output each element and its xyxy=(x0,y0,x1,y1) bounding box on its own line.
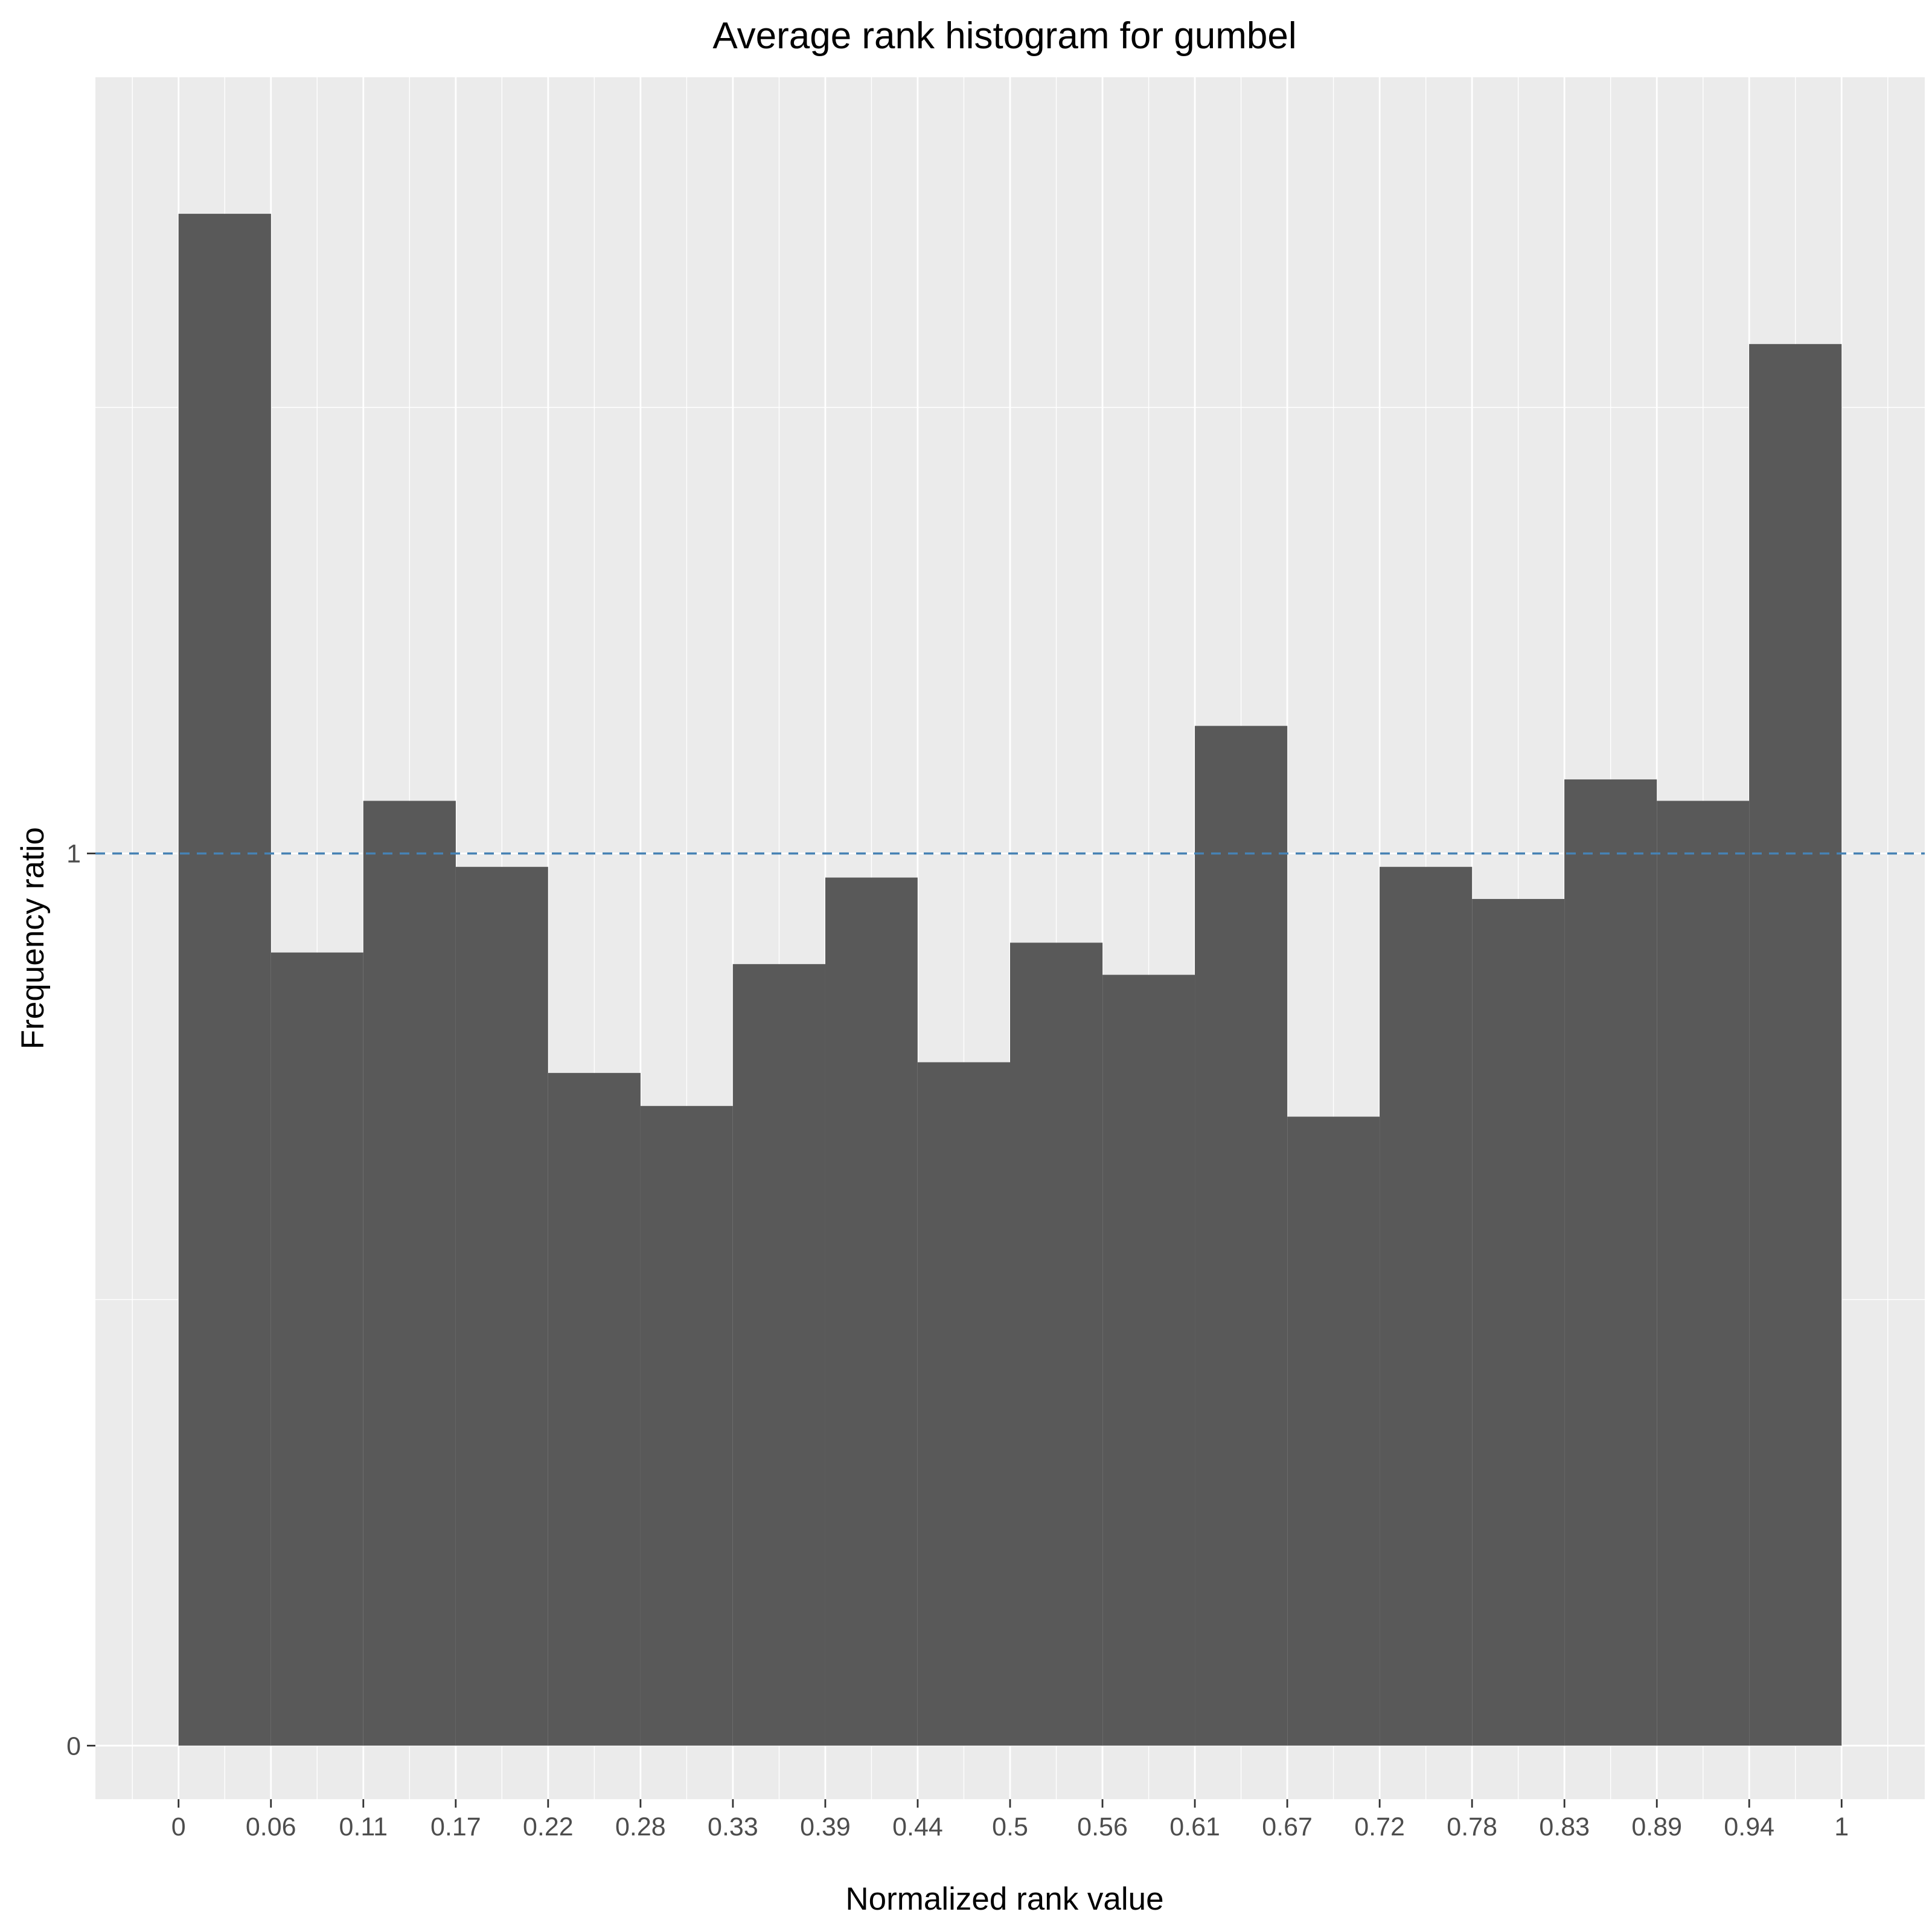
histogram-bar-5 xyxy=(548,1073,641,1746)
x-tick-label: 0.94 xyxy=(1724,1812,1774,1841)
histogram-bar-4 xyxy=(455,866,548,1746)
x-axis-ticks: 0 0.06 0.11 0.17 0.22 0.28 0.33 0.39 0.44 0.5 0.56… xyxy=(171,1799,1849,1841)
histogram-bar-8 xyxy=(825,877,918,1746)
x-tick-label: 0 xyxy=(171,1812,186,1841)
x-tick-label: 0.06 xyxy=(246,1812,296,1841)
x-tick-label: 1 xyxy=(1834,1812,1849,1841)
x-tick-label: 0.44 xyxy=(892,1812,943,1841)
histogram-bar-18 xyxy=(1749,344,1842,1746)
histogram-bar-12 xyxy=(1195,726,1288,1746)
x-tick-label: 0.72 xyxy=(1354,1812,1405,1841)
histogram-bar-14 xyxy=(1380,866,1473,1746)
x-tick-label: 0.83 xyxy=(1539,1812,1590,1841)
histogram-bar-16 xyxy=(1564,779,1657,1746)
chart-title: Average rank histogram for gumbel xyxy=(712,15,1296,57)
histogram-bar-3 xyxy=(363,801,456,1746)
x-tick-label: 0.78 xyxy=(1447,1812,1497,1841)
histogram-bar-13 xyxy=(1287,1116,1380,1746)
x-tick-label: 0.56 xyxy=(1077,1812,1128,1841)
y-tick-label: 1 xyxy=(66,840,81,869)
x-tick-label: 0.39 xyxy=(800,1812,851,1841)
x-tick-label: 0.28 xyxy=(615,1812,666,1841)
x-tick-label: 0.11 xyxy=(339,1812,388,1841)
histogram-bar-17 xyxy=(1657,801,1750,1746)
x-axis-title: Normalized rank value xyxy=(845,1881,1163,1917)
x-tick-label: 0.33 xyxy=(708,1812,758,1841)
y-axis-title: Frequency ratio xyxy=(15,827,51,1049)
histogram-bar-10 xyxy=(1010,942,1103,1746)
histogram-bar-11 xyxy=(1102,974,1195,1746)
histogram-bar-1 xyxy=(178,214,271,1746)
histogram-bars xyxy=(178,214,1842,1746)
histogram-bar-6 xyxy=(640,1105,733,1746)
y-axis-ticks: 01 xyxy=(66,840,95,1761)
x-tick-label: 0.22 xyxy=(523,1812,574,1841)
histogram-bar-2 xyxy=(270,952,363,1746)
x-tick-label: 0.67 xyxy=(1262,1812,1313,1841)
x-tick-label: 0.61 xyxy=(1169,1812,1220,1841)
x-tick-label: 0.5 xyxy=(992,1812,1028,1841)
histogram-bar-15 xyxy=(1472,898,1565,1746)
x-tick-label: 0.89 xyxy=(1631,1812,1682,1841)
y-tick-label: 0 xyxy=(66,1732,81,1761)
histogram-bar-7 xyxy=(732,964,825,1746)
histogram-bar-9 xyxy=(917,1062,1010,1746)
x-tick-label: 0.17 xyxy=(430,1812,481,1841)
